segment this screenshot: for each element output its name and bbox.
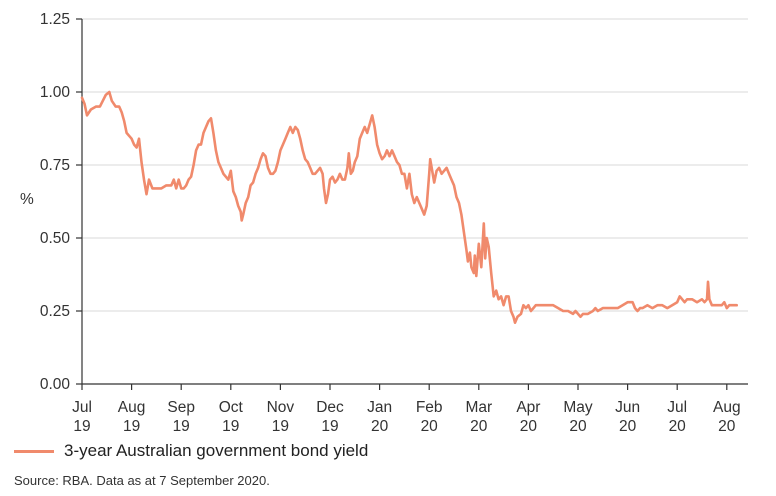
x-tick-label-month: Jun <box>615 399 640 416</box>
x-tick-label-year: 19 <box>123 418 140 435</box>
x-tick-marks <box>81 384 728 390</box>
bond-yield-chart: 0.00 0.25 0.50 0.75 1.00 1.25 % Jul 19 Aug 19 Sep… <box>20 11 748 435</box>
x-tick-label-month: Nov <box>267 399 295 416</box>
x-tick-label-year: 20 <box>520 418 538 435</box>
x-tick-label-month: Aug <box>713 399 741 416</box>
x-tick-label-month: Mar <box>465 399 492 416</box>
x-tick-label-month: Sep <box>167 399 195 416</box>
gridlines <box>82 18 748 312</box>
x-tick-label-month: Feb <box>416 399 443 416</box>
y-tick-label: 0.25 <box>40 303 70 320</box>
y-axis-label: % <box>20 191 34 208</box>
x-tick-label-year: 20 <box>371 418 389 435</box>
x-tick-label-year: 20 <box>619 418 637 435</box>
legend-swatch <box>14 449 54 453</box>
x-tick-label-year: 19 <box>321 418 338 435</box>
x-tick-label-year: 19 <box>73 418 90 435</box>
x-tick-label-year: 20 <box>470 418 488 435</box>
x-tick-label-month: Apr <box>516 399 540 416</box>
x-tick-label-year: 20 <box>718 418 736 435</box>
y-tick-label: 0.50 <box>40 230 71 247</box>
x-tick-label-month: Dec <box>316 399 344 416</box>
x-tick-label-month: Jul <box>72 399 92 416</box>
x-tick-label-year: 19 <box>222 418 239 435</box>
x-tick-label-month: Oct <box>219 399 244 416</box>
x-tick-label-year: 20 <box>421 418 439 435</box>
x-tick-label-year: 20 <box>569 418 587 435</box>
x-tick-label-year: 19 <box>173 418 190 435</box>
y-tick-labels: 0.00 0.25 0.50 0.75 1.00 1.25 <box>40 11 82 393</box>
legend-label: 3-year Australian government bond yield <box>64 441 369 460</box>
x-tick-label-month: Jul <box>667 399 687 416</box>
x-tick-label-month: Aug <box>118 399 146 416</box>
x-tick-labels: Jul 19 Aug 19 Sep 19 Oct 19 Nov 19 Dec 19 Jan 20 Feb 20… <box>72 399 741 435</box>
source-note: Source: RBA. Data as at 7 September 2020… <box>14 473 270 488</box>
legend: 3-year Australian government bond yield <box>14 441 368 461</box>
y-tick-label: 1.25 <box>40 11 70 28</box>
y-tick-label: 1.00 <box>40 84 71 101</box>
x-tick-label-month: May <box>563 399 593 416</box>
x-tick-label-year: 20 <box>669 418 687 435</box>
y-tick-label: 0.00 <box>40 376 71 393</box>
y-tick-label: 0.75 <box>40 157 70 174</box>
x-tick-label-year: 19 <box>272 418 289 435</box>
series-line-bond-yield <box>80 90 738 324</box>
x-tick-label-month: Jan <box>367 399 392 416</box>
